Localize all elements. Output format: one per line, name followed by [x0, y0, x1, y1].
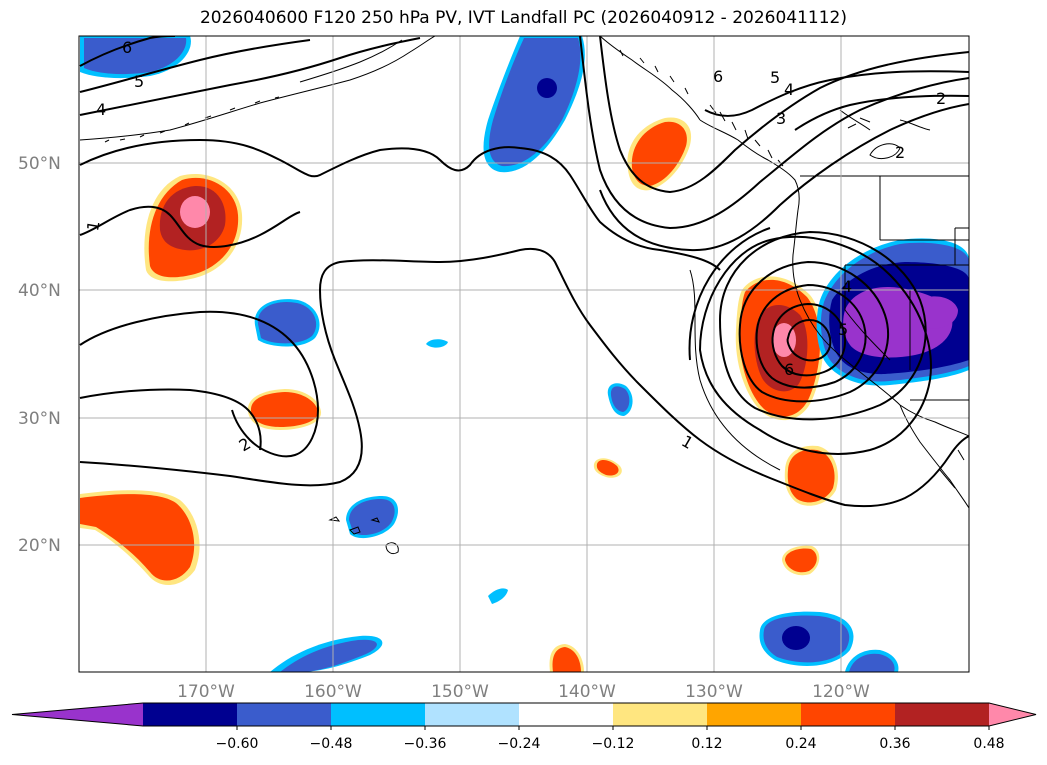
contour-label: 1: [83, 219, 103, 232]
colorbar-tick-label: −0.48: [310, 736, 353, 752]
colorbar-tick-label: 0.24: [785, 736, 816, 752]
lat-label: 40°N: [18, 281, 61, 301]
contour-label: 4: [842, 277, 852, 296]
lat-label: 30°N: [18, 409, 61, 429]
lat-label: 20°N: [18, 536, 61, 556]
colorbar-segment: [331, 703, 426, 726]
colorbar: −0.60 −0.48 −0.36 −0.24 −0.12 0.12 0.24 0.36 0.4…: [11, 702, 1037, 752]
colorbar-segment: [519, 703, 614, 726]
contour-label: 2: [895, 143, 905, 162]
contour-label: 2: [936, 89, 946, 108]
contour-label: 6: [713, 67, 723, 86]
colorbar-segment: [237, 703, 332, 726]
contour-label: 6: [122, 38, 132, 57]
contour-label: 5: [134, 72, 144, 91]
longitude-labels: 170°W 160°W 150°W 140°W 130°W 120°W: [177, 682, 870, 702]
colorbar-segment: [613, 703, 708, 726]
lon-label: 130°W: [685, 682, 743, 702]
pv-shading: [80, 36, 969, 672]
colorbar-tick-label: 0.12: [691, 736, 722, 752]
lat-label: 50°N: [18, 154, 61, 174]
latitude-labels: 50°N 40°N 30°N 20°N: [18, 154, 61, 556]
contour-label: 6: [784, 360, 794, 379]
colorbar-segment: [425, 703, 520, 726]
lon-label: 160°W: [304, 682, 362, 702]
colorbar-tick-label: −0.36: [404, 736, 447, 752]
lon-label: 120°W: [812, 682, 870, 702]
colorbar-extend-low: [12, 703, 143, 726]
lon-label: 170°W: [177, 682, 235, 702]
colorbar-tick-label: 0.36: [879, 736, 910, 752]
colorbar-extend-high: [989, 703, 1036, 726]
colorbar-tick-label: −0.24: [498, 736, 541, 752]
contour-label: 3: [776, 109, 786, 128]
colorbar-segment: [801, 703, 896, 726]
colorbar-segment: [143, 703, 238, 726]
contour-label: 4: [96, 100, 106, 119]
contour-label: 5: [838, 320, 848, 339]
contour-label: 4: [784, 80, 794, 99]
lon-label: 150°W: [431, 682, 489, 702]
map-frame: [78, 35, 970, 673]
colorbar-segment: [707, 703, 802, 726]
colorbar-tick-label: −0.60: [216, 736, 259, 752]
colorbar-outline: [11, 702, 1037, 727]
ivt-contours: [79, 36, 969, 508]
contour-label: 5: [770, 68, 780, 87]
lon-label: 140°W: [558, 682, 616, 702]
map-title: 2026040600 F120 250 hPa PV, IVT Landfall…: [199, 8, 847, 28]
colorbar-tick-label: 0.48: [973, 736, 1004, 752]
gridlines: [79, 36, 969, 672]
colorbar-segment: [895, 703, 990, 726]
colorbar-tick-label: −0.12: [592, 736, 635, 752]
